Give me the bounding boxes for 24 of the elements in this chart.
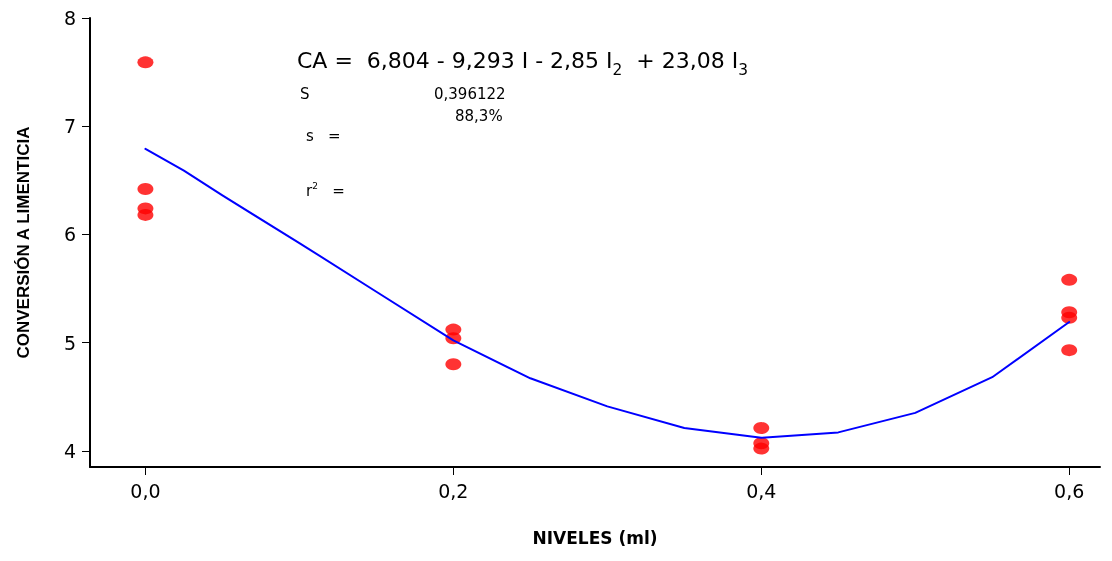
y-tick-label: 4: [63, 439, 76, 462]
annotation: s =: [306, 127, 341, 145]
x-tick-label: 0,4: [746, 479, 777, 502]
y-axis-title: CONVERSIÓN A LIMENTICIA: [14, 126, 33, 359]
point: [753, 422, 770, 435]
point: [137, 56, 154, 69]
point: [753, 442, 770, 455]
annotation: 88,3%: [455, 107, 503, 125]
point: [1061, 344, 1078, 357]
x-tick-label: 0,0: [130, 479, 161, 502]
x-tick-label: 0,6: [1054, 479, 1085, 502]
y-tick-label: 8: [63, 7, 76, 29]
y-tick-label: 7: [63, 115, 76, 138]
annotation: 0,396122: [434, 85, 506, 103]
point: [1061, 273, 1078, 286]
y-tick-label: 6: [63, 223, 76, 246]
x-tick-label: 0,2: [438, 479, 469, 502]
y-tick-label: 5: [63, 331, 76, 354]
point: [137, 208, 154, 221]
x-axis-title: NIVELES (ml): [532, 527, 658, 548]
point: [445, 358, 462, 371]
point: [137, 182, 154, 195]
annotation: S: [300, 85, 310, 103]
point: [1061, 311, 1078, 324]
